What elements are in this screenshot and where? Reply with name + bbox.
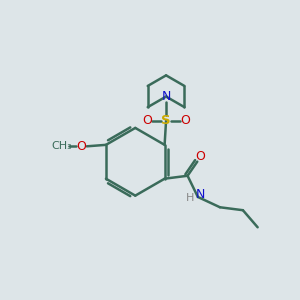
Text: H: H [185,194,194,203]
Text: O: O [195,150,205,163]
Text: N: N [161,90,171,103]
Text: N: N [196,188,206,201]
Text: O: O [142,114,152,127]
Text: S: S [161,114,171,127]
Text: CH₃: CH₃ [51,141,72,151]
Text: O: O [76,140,86,153]
Text: O: O [180,114,190,127]
